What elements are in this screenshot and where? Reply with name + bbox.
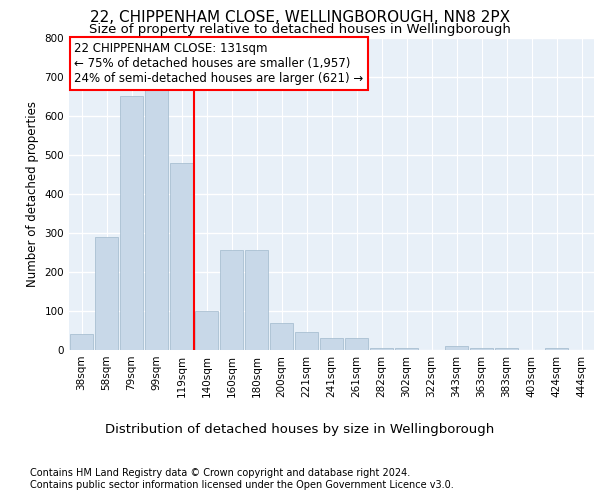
Y-axis label: Number of detached properties: Number of detached properties	[26, 101, 39, 287]
Bar	[370, 348, 393, 350]
Bar	[270, 322, 293, 350]
Bar	[495, 348, 518, 350]
Bar	[70, 334, 93, 350]
Text: Size of property relative to detached houses in Wellingborough: Size of property relative to detached ho…	[89, 22, 511, 36]
Text: 22, CHIPPENHAM CLOSE, WELLINGBOROUGH, NN8 2PX: 22, CHIPPENHAM CLOSE, WELLINGBOROUGH, NN…	[90, 10, 510, 25]
Bar	[145, 61, 168, 350]
Bar	[445, 346, 468, 350]
Bar	[120, 96, 143, 350]
Text: Distribution of detached houses by size in Wellingborough: Distribution of detached houses by size …	[106, 422, 494, 436]
Bar	[95, 236, 118, 350]
Text: 22 CHIPPENHAM CLOSE: 131sqm
← 75% of detached houses are smaller (1,957)
24% of : 22 CHIPPENHAM CLOSE: 131sqm ← 75% of det…	[74, 42, 364, 85]
Text: Contains public sector information licensed under the Open Government Licence v3: Contains public sector information licen…	[30, 480, 454, 490]
Bar	[395, 348, 418, 350]
Bar	[220, 250, 243, 350]
Bar	[545, 348, 568, 350]
Text: Contains HM Land Registry data © Crown copyright and database right 2024.: Contains HM Land Registry data © Crown c…	[30, 468, 410, 477]
Bar	[295, 332, 318, 350]
Bar	[345, 338, 368, 350]
Bar	[195, 311, 218, 350]
Bar	[170, 162, 193, 350]
Bar	[320, 338, 343, 350]
Bar	[245, 250, 268, 350]
Bar	[470, 348, 493, 350]
